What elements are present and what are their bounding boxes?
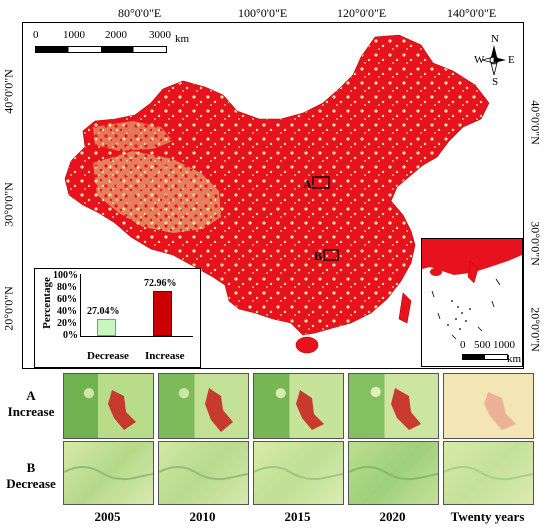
panel-b-2020 — [348, 441, 439, 505]
row-b-label: B Decrease — [0, 460, 62, 492]
scale-unit: km — [175, 33, 190, 45]
row-b-letter: B — [26, 460, 36, 475]
study-area-b-box — [323, 249, 339, 261]
panel-a-2010-patches — [205, 388, 233, 432]
taklimakan-region — [93, 121, 173, 151]
percentage-chart: Percentage 100% 80% 60% 40% 20% 0% 27.04… — [34, 268, 201, 368]
scale-tick-3000: 3000 — [149, 29, 171, 41]
chart-category-decrease: Decrease — [87, 350, 129, 362]
inset-scale-unit: km — [507, 353, 522, 365]
scale-tick-2000: 2000 — [105, 29, 127, 41]
latitude-label-40n-right: 40°0'0"N — [528, 100, 543, 145]
panel-a-2020 — [348, 373, 439, 439]
inset-scale-tick-1000: 1000 — [493, 339, 515, 351]
longitude-label-100e: 100°0'0"E — [238, 6, 288, 20]
column-label-2005: 2005 — [94, 509, 121, 524]
chart-ytick-40: 40% — [57, 306, 77, 317]
latitude-label-20n-right: 20°0'0"N — [528, 307, 543, 352]
hainan-island — [295, 336, 319, 354]
chart-category-increase: Increase — [145, 350, 185, 362]
panel-b-2020-river — [349, 466, 438, 481]
chart-plot-area: 27.04% 72.96% — [80, 274, 193, 337]
panel-a-2020-patches — [391, 388, 421, 430]
panel-b-2015-river — [254, 466, 343, 481]
panel-b-2010-river — [159, 466, 248, 481]
bar-increase — [153, 290, 172, 336]
china-mainland — [64, 34, 490, 336]
plateau-region — [93, 151, 221, 233]
panel-b-2010 — [158, 441, 249, 505]
latitude-label-30n-right: 30°0'0"N — [528, 221, 543, 266]
latitude-label-30n-left: 30°0'0"N — [1, 182, 16, 227]
south-china-sea-inset: 0 500 1000 km — [421, 238, 523, 367]
row-a-label: A Increase — [0, 388, 62, 420]
latitude-label-20n-left: 20°0'0"N — [1, 286, 16, 331]
latitude-label-40n-left: 40°0'0"N — [1, 69, 16, 114]
panel-a-2005 — [63, 373, 154, 439]
compass-west: W — [474, 54, 485, 66]
study-area-a-marker: A — [303, 177, 312, 191]
column-label-twenty-years: Twenty years — [450, 509, 525, 524]
compass-rose: N S W E — [471, 33, 517, 89]
panel-a-2005-patches — [108, 390, 136, 430]
study-area-a-box — [312, 176, 330, 189]
inset-scale-tick-0: 0 — [460, 339, 466, 351]
panel-a-2015-patches — [296, 390, 324, 430]
chart-ytick-20: 20% — [57, 318, 77, 329]
chart-ytick-100: 100% — [53, 270, 78, 281]
column-label-2020: 2020 — [379, 509, 406, 524]
china-map — [64, 34, 490, 354]
panel-b-twenty-years — [443, 441, 534, 505]
panel-a-twenty-years-patches — [484, 392, 516, 430]
panel-a-2010 — [158, 373, 249, 439]
panel-b-2005-river — [64, 466, 153, 481]
panel-b-2005 — [63, 441, 154, 505]
compass-south: S — [492, 76, 499, 88]
panel-a-twenty-years — [443, 373, 534, 439]
inset-scale-bar — [462, 354, 508, 360]
bar-increase-label: 72.96% — [144, 277, 177, 289]
row-a-letter: A — [26, 388, 36, 403]
chart-ytick-60: 60% — [57, 294, 77, 305]
column-label-2010: 2010 — [189, 509, 216, 524]
longitude-label-80e: 80°0'0"E — [118, 6, 162, 20]
scale-tick-1000: 1000 — [63, 29, 85, 41]
scale-tick-0: 0 — [33, 29, 39, 41]
panel-b-twenty-years-river — [444, 466, 533, 481]
panel-b-2015 — [253, 441, 344, 505]
bar-decrease — [97, 319, 116, 336]
taiwan-island — [398, 292, 412, 324]
panel-a-2015 — [253, 373, 344, 439]
longitude-label-140e: 140°0'0"E — [447, 6, 497, 20]
bar-decrease-label: 27.04% — [87, 306, 120, 318]
compass-star-icon — [482, 45, 506, 75]
inset-map — [422, 239, 522, 340]
longitude-label-120e: 120°0'0"E — [337, 6, 387, 20]
row-b-text: Decrease — [6, 476, 56, 491]
column-label-2015: 2015 — [284, 509, 311, 524]
row-a-text: Increase — [7, 404, 55, 419]
scale-bar-segments — [35, 46, 167, 53]
scale-bar: 0 1000 2000 3000 km — [33, 29, 189, 59]
chart-ytick-0: 0% — [63, 330, 78, 341]
compass-east: E — [508, 54, 515, 66]
inset-scale-tick-500: 500 — [474, 339, 491, 351]
study-area-b-marker: B — [314, 249, 323, 263]
chart-ylabel: Percentage — [41, 277, 53, 329]
compass-north: N — [491, 33, 499, 45]
chart-ytick-80: 80% — [57, 282, 77, 293]
